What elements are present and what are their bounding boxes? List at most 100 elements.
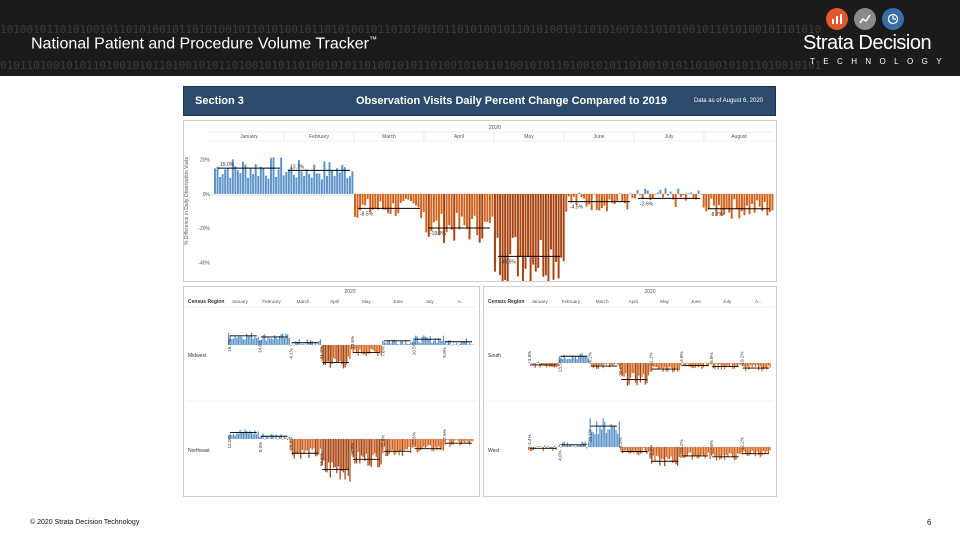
daily-bar bbox=[618, 421, 620, 447]
daily-bar bbox=[467, 439, 469, 443]
daily-bar bbox=[399, 193, 402, 203]
daily-bar bbox=[369, 439, 371, 466]
daily-bar bbox=[282, 333, 284, 345]
daily-bar bbox=[621, 193, 624, 201]
daily-bar bbox=[451, 345, 453, 346]
daily-bar bbox=[437, 338, 440, 345]
daily-bar bbox=[529, 193, 532, 281]
daily-bar bbox=[351, 439, 353, 452]
section-label: Section 3 bbox=[195, 95, 244, 107]
daily-bar bbox=[583, 356, 585, 363]
daily-bar bbox=[667, 363, 669, 372]
daily-bar bbox=[293, 345, 295, 346]
daily-bar bbox=[610, 424, 612, 447]
daily-bar bbox=[662, 447, 664, 460]
daily-bar bbox=[291, 439, 294, 456]
daily-bar bbox=[460, 439, 463, 445]
daily-bar bbox=[272, 157, 275, 194]
month-tick-label: A... bbox=[458, 299, 465, 304]
daily-bar bbox=[568, 445, 570, 447]
daily-bar bbox=[272, 434, 274, 439]
daily-bar bbox=[422, 193, 425, 213]
binary-row: 0101101001010110100101011010010101101001… bbox=[0, 59, 822, 72]
period-average-label: -25.9% bbox=[289, 437, 294, 452]
y-tick-label: 20% bbox=[200, 158, 211, 164]
daily-bar bbox=[414, 439, 417, 448]
daily-bar bbox=[594, 363, 596, 367]
daily-bar bbox=[379, 193, 382, 202]
daily-bar bbox=[387, 193, 390, 214]
daily-bar bbox=[405, 439, 407, 450]
daily-bar bbox=[430, 193, 433, 232]
daily-bar bbox=[389, 193, 392, 214]
daily-bar bbox=[434, 338, 436, 345]
daily-bar bbox=[375, 439, 377, 457]
daily-bar bbox=[465, 439, 468, 441]
daily-bar bbox=[597, 434, 599, 447]
month-tick-label: March bbox=[596, 299, 609, 304]
daily-bar bbox=[769, 447, 771, 451]
daily-bar bbox=[219, 177, 222, 194]
daily-bar bbox=[574, 447, 577, 448]
daily-bar bbox=[697, 190, 700, 194]
daily-bar bbox=[715, 447, 718, 461]
month-tick-label: May bbox=[660, 299, 669, 304]
daily-bar bbox=[644, 363, 646, 385]
daily-bar bbox=[516, 193, 519, 277]
daily-bar bbox=[437, 439, 440, 447]
south-bars: -3.8% 13.5% -6.2% -32.8% -12.1% -4.9% -6.9% -10… bbox=[527, 351, 771, 386]
period-average-label: 15.0% bbox=[220, 162, 235, 168]
daily-bar bbox=[647, 447, 650, 452]
regional-panel-left: 2020 Census Region January February March A… bbox=[183, 286, 480, 497]
daily-bar bbox=[623, 363, 625, 377]
daily-bar bbox=[241, 432, 243, 439]
daily-bar bbox=[244, 429, 246, 439]
daily-bar bbox=[686, 447, 688, 456]
daily-bar bbox=[392, 193, 395, 204]
daily-bar bbox=[216, 166, 219, 194]
daily-bar bbox=[396, 343, 399, 345]
period-average-label: -22.4% bbox=[381, 435, 386, 450]
daily-bar bbox=[670, 363, 672, 368]
daily-bar bbox=[434, 439, 436, 448]
daily-bar bbox=[618, 363, 620, 367]
month-tick-label: July bbox=[425, 299, 434, 304]
daily-bar bbox=[394, 193, 397, 217]
daily-bar bbox=[315, 173, 318, 194]
daily-bar bbox=[728, 447, 731, 454]
daily-bar bbox=[496, 193, 499, 238]
daily-bar bbox=[229, 177, 232, 194]
daily-bar bbox=[341, 164, 344, 194]
daily-bar bbox=[690, 447, 692, 453]
daily-bar bbox=[763, 193, 766, 202]
daily-bar bbox=[303, 176, 306, 194]
daily-bar bbox=[421, 336, 423, 345]
daily-bar bbox=[244, 164, 247, 194]
daily-bar bbox=[514, 193, 517, 238]
daily-bar bbox=[460, 341, 463, 345]
daily-bar bbox=[626, 363, 629, 386]
daily-bar bbox=[420, 193, 423, 219]
daily-bar bbox=[630, 363, 632, 378]
daily-bar bbox=[560, 357, 562, 363]
daily-bar bbox=[328, 345, 330, 362]
daily-bar bbox=[259, 340, 261, 345]
daily-bar bbox=[711, 363, 713, 364]
daily-bar bbox=[599, 363, 601, 366]
daily-bar bbox=[537, 446, 539, 447]
daily-bar bbox=[707, 447, 710, 453]
daily-bar bbox=[621, 447, 624, 454]
daily-bar bbox=[718, 193, 720, 206]
daily-bar bbox=[626, 447, 629, 452]
daily-bar bbox=[667, 193, 670, 196]
daily-bar bbox=[252, 174, 255, 194]
daily-bar bbox=[334, 345, 336, 360]
daily-bar bbox=[349, 345, 351, 359]
daily-bar bbox=[615, 429, 617, 447]
daily-bar bbox=[587, 442, 590, 447]
daily-bar bbox=[599, 426, 601, 447]
month-tick-label: April bbox=[454, 134, 464, 140]
daily-bar bbox=[710, 193, 713, 199]
daily-bar bbox=[581, 441, 583, 447]
period-average-label: 5.0% bbox=[258, 442, 263, 452]
